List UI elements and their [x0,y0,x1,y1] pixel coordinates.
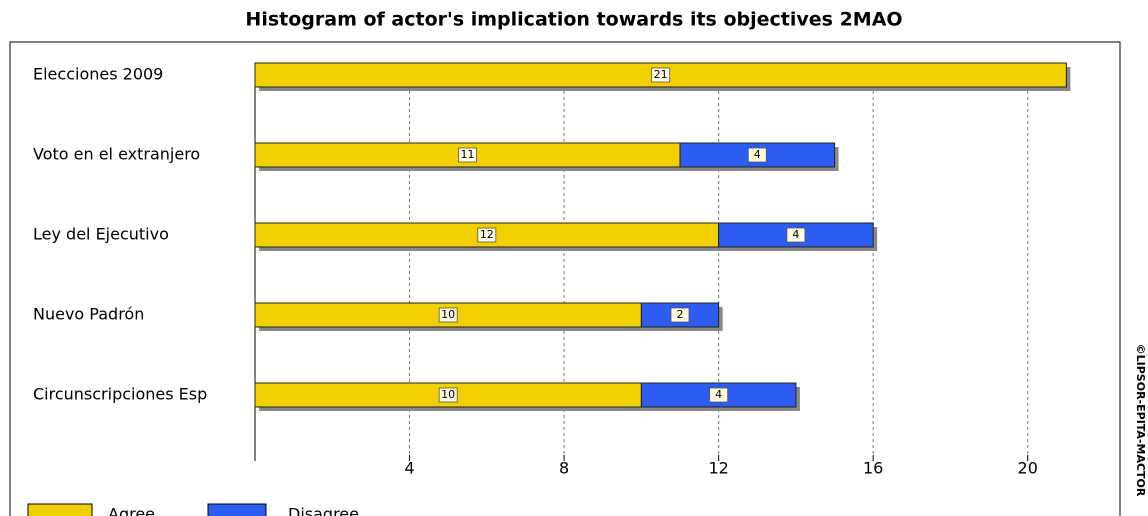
x-tick-label: 16 [863,459,883,478]
legend-label: Disagree [288,505,359,516]
value-label-box [747,147,767,163]
watermark: ©LIPSOR-EPITA-MACTOR [1134,344,1147,497]
value-label-box [438,307,458,323]
category-label: Nuevo Padrón [33,305,144,324]
category-label: Elecciones 2009 [33,65,163,84]
value-label-box [477,227,497,243]
value-label-box [709,387,729,403]
value-label-box [651,67,671,83]
value-label-box [670,307,690,323]
value-label-box [438,387,458,403]
value-label: 2 [677,308,684,321]
value-label: 10 [441,308,455,321]
value-label: 10 [441,388,455,401]
bar [640,302,720,328]
category-label: Voto en el extranjero [33,145,200,164]
chart-title: Histogram of actor's implication towards… [245,9,902,31]
value-label: 4 [792,228,799,241]
x-tick-label: 4 [404,459,414,478]
legend-swatch [207,503,267,516]
x-tick-label: 12 [708,459,728,478]
legend-label: Agree [108,505,155,516]
value-label: 21 [654,68,668,81]
value-label: 11 [461,148,475,161]
x-tick-label: 8 [559,459,569,478]
value-label-box [786,227,806,243]
value-label-box [458,147,477,163]
category-label: Circunscripciones Esp [33,385,207,404]
category-label: Ley del Ejecutivo [33,225,169,244]
bar [718,222,874,248]
value-label: 4 [715,388,722,401]
value-label: 12 [480,228,494,241]
x-tick-label: 20 [1018,459,1038,478]
legend-swatch [27,503,93,516]
chart-frame [9,41,1121,516]
value-label: 4 [754,148,761,161]
